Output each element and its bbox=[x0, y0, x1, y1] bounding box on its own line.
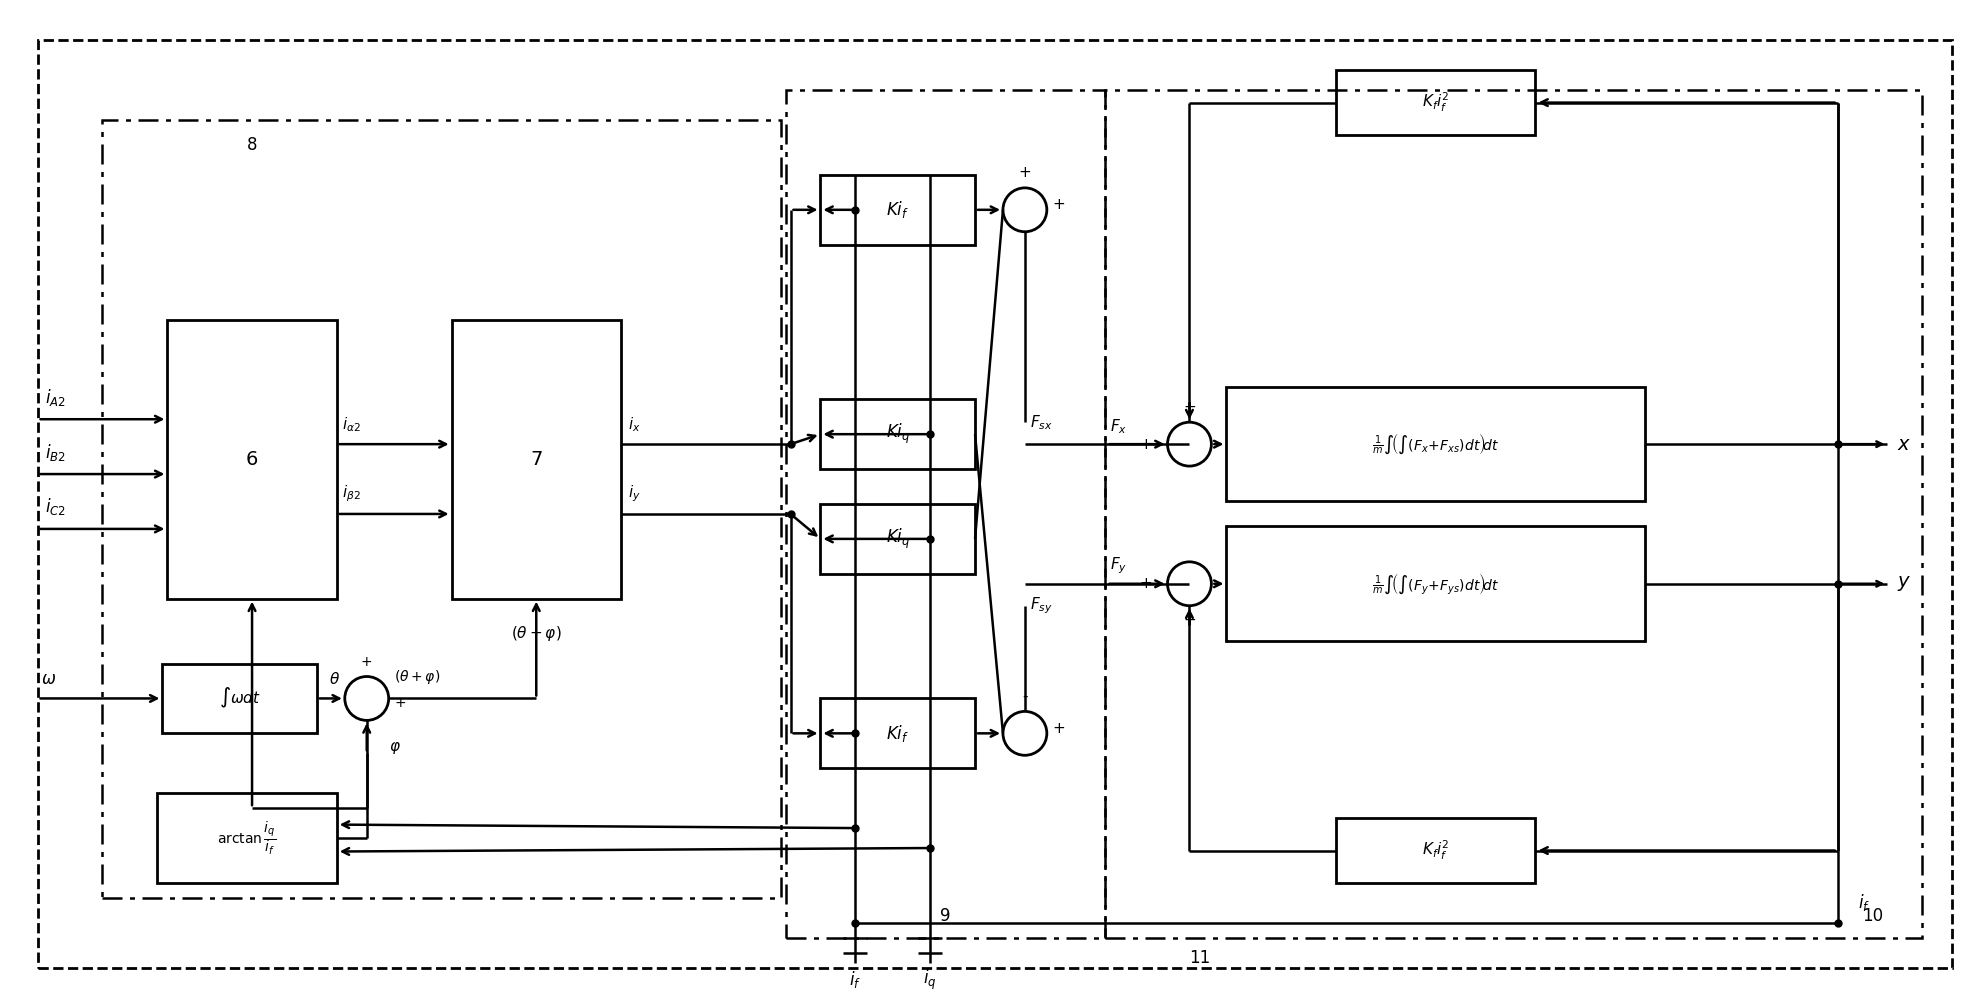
Text: $F_x$: $F_x$ bbox=[1110, 417, 1126, 436]
Bar bbox=[156, 793, 336, 883]
Text: +: + bbox=[1019, 166, 1031, 181]
Text: $i_{y}$: $i_{y}$ bbox=[627, 484, 641, 504]
Text: $i_{\alpha 2}$: $i_{\alpha 2}$ bbox=[342, 415, 360, 434]
Text: +: + bbox=[1053, 198, 1065, 213]
Bar bbox=[1336, 70, 1536, 135]
Text: 6: 6 bbox=[245, 450, 257, 469]
Text: $i_{x}$: $i_{x}$ bbox=[627, 415, 641, 434]
Text: $(\theta+\varphi)$: $(\theta+\varphi)$ bbox=[511, 624, 562, 643]
Bar bbox=[821, 175, 976, 245]
Bar bbox=[162, 663, 317, 733]
Text: $x$: $x$ bbox=[1898, 435, 1912, 454]
Text: 7: 7 bbox=[530, 450, 542, 469]
Bar bbox=[1336, 818, 1536, 883]
Text: $Ki_q$: $Ki_q$ bbox=[885, 423, 910, 447]
Text: +: + bbox=[1183, 613, 1195, 628]
Bar bbox=[821, 503, 976, 573]
Text: 9: 9 bbox=[940, 907, 950, 925]
Bar bbox=[821, 400, 976, 470]
Text: $\theta$: $\theta$ bbox=[329, 670, 340, 686]
Bar bbox=[1227, 526, 1645, 641]
Text: $(\theta+\varphi)$: $(\theta+\varphi)$ bbox=[394, 667, 439, 685]
Text: $i_{C2}$: $i_{C2}$ bbox=[46, 497, 65, 517]
Text: $K_f i_f^2$: $K_f i_f^2$ bbox=[1423, 839, 1449, 862]
Text: $i_{B2}$: $i_{B2}$ bbox=[46, 442, 65, 463]
Text: +: + bbox=[1140, 437, 1152, 452]
Bar bbox=[451, 320, 621, 598]
Bar bbox=[1227, 387, 1645, 501]
Text: $i_f$: $i_f$ bbox=[1858, 892, 1870, 913]
Text: +: + bbox=[396, 696, 406, 710]
Bar bbox=[103, 120, 780, 898]
Text: $\int\omega dt$: $\int\omega dt$ bbox=[218, 686, 261, 710]
Text: +: + bbox=[360, 654, 372, 668]
Text: 10: 10 bbox=[1862, 907, 1884, 925]
Bar bbox=[1104, 90, 1922, 938]
Text: +: + bbox=[1053, 721, 1065, 736]
Text: $K_f i_f^2$: $K_f i_f^2$ bbox=[1423, 91, 1449, 114]
Text: $\arctan\dfrac{i_q}{i_f}$: $\arctan\dfrac{i_q}{i_f}$ bbox=[218, 819, 277, 857]
Text: $F_y$: $F_y$ bbox=[1110, 555, 1126, 576]
Text: $\frac{1}{m}\int\!\left(\int(F_x\!+\!F_{xs})dt\right)\!dt$: $\frac{1}{m}\int\!\left(\int(F_x\!+\!F_{… bbox=[1371, 432, 1500, 457]
Text: 11: 11 bbox=[1189, 949, 1209, 967]
Text: $F_{sy}$: $F_{sy}$ bbox=[1029, 595, 1053, 616]
Text: $y$: $y$ bbox=[1898, 574, 1912, 593]
Text: $i_f$: $i_f$ bbox=[849, 969, 861, 990]
Text: +: + bbox=[1183, 400, 1195, 415]
Bar bbox=[786, 90, 1104, 938]
Text: $\varphi$: $\varphi$ bbox=[388, 740, 400, 756]
Text: $F_{sx}$: $F_{sx}$ bbox=[1029, 413, 1053, 432]
Text: $i_{\beta 2}$: $i_{\beta 2}$ bbox=[342, 484, 360, 504]
Text: $\omega$: $\omega$ bbox=[42, 669, 55, 687]
Bar bbox=[821, 698, 976, 768]
Text: $i_q$: $i_q$ bbox=[924, 968, 936, 992]
Text: $Ki_f$: $Ki_f$ bbox=[887, 200, 908, 221]
Text: 8: 8 bbox=[247, 136, 257, 154]
Bar bbox=[168, 320, 336, 598]
Text: $Ki_q$: $Ki_q$ bbox=[885, 526, 910, 551]
Text: -: - bbox=[1021, 689, 1027, 704]
Text: +: + bbox=[1140, 576, 1152, 591]
Text: $\frac{1}{m}\int\!\left(\int(F_y\!+\!F_{ys})dt\right)\!dt$: $\frac{1}{m}\int\!\left(\int(F_y\!+\!F_{… bbox=[1371, 571, 1500, 596]
Text: $i_{A2}$: $i_{A2}$ bbox=[46, 387, 65, 408]
Text: $Ki_f$: $Ki_f$ bbox=[887, 723, 908, 744]
